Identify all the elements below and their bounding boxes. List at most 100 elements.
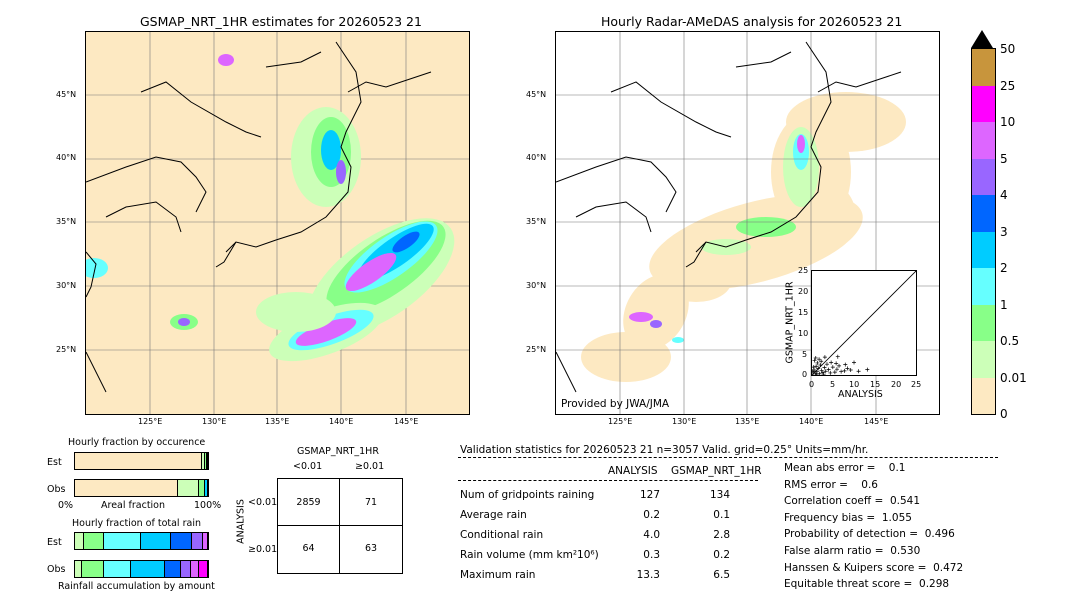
colorbar-label: 25 [1000, 78, 1016, 93]
contingency-table: 2859 71 64 63 [277, 478, 403, 574]
bar-segment [170, 533, 192, 549]
scatter-point [812, 365, 816, 370]
validation-row-gsmap: 2.8 [713, 529, 730, 541]
validation-score: Hanssen & Kuipers score = 0.472 [784, 561, 964, 574]
left-lat-35: 35°N [56, 217, 77, 226]
colorbar-label: 0.5 [1000, 334, 1020, 348]
scatter-xtick-25: 25 [911, 380, 922, 389]
validation-row-gsmap: 0.2 [713, 549, 730, 561]
contingency-row-lt: <0.01 [248, 497, 278, 508]
bar-segment [75, 453, 202, 469]
scatter-point [823, 369, 828, 374]
scatter-point [816, 366, 821, 371]
scatter-point [815, 360, 820, 365]
left-lon-140: 140°E [329, 417, 354, 426]
bar-segment [84, 533, 105, 549]
validation-row-gsmap: 134 [709, 489, 730, 501]
colorbar-labels: 50 25 10 5 4 3 2 1 0.5 0.01 0 [1000, 42, 1050, 422]
inset-scatter [811, 270, 917, 376]
right-lon-125: 125°E [608, 417, 633, 426]
validation-score: Equitable threat score = 0.298 [784, 578, 950, 591]
colorbar-label: 4 [1000, 188, 1008, 202]
left-lat-45: 45°N [56, 90, 77, 99]
occurrence-est-bar [74, 452, 209, 470]
scatter-point [829, 360, 834, 365]
scatter-point [828, 370, 833, 375]
bar-segment [165, 561, 182, 577]
scatter-point [821, 372, 826, 375]
scatter-point [835, 354, 840, 359]
validation-col-divider [458, 480, 758, 481]
scatter-point [813, 355, 818, 360]
occurrence-est-label: Est [47, 457, 62, 468]
scatter-point [817, 371, 822, 375]
bar-segment [130, 561, 166, 577]
scatter-point [814, 364, 819, 369]
validation-row-analysis: 4.0 [643, 529, 660, 541]
bar-segment [205, 453, 207, 469]
cell-d: 63 [364, 543, 378, 554]
right-map-title: Hourly Radar-AMeDAS analysis for 2026052… [601, 14, 903, 29]
bar-segment [201, 453, 206, 469]
validation-score: Frequency bias = 1.055 [784, 511, 912, 524]
right-lon-135: 135°E [735, 417, 760, 426]
bar-segment [204, 480, 208, 496]
left-lon-135: 135°E [265, 417, 290, 426]
occurrence-axis-left: 0% [58, 500, 74, 511]
contingency-col-lt: <0.01 [293, 461, 323, 472]
scatter-point [812, 369, 815, 374]
bar-segment [178, 480, 200, 496]
colorbar [971, 48, 996, 415]
validation-row-label: Conditional rain [460, 529, 544, 541]
scatter-point [856, 369, 861, 374]
bar-segment [198, 561, 208, 577]
bar-segment [191, 533, 203, 549]
right-lon-140: 140°E [799, 417, 824, 426]
bar-segment [75, 533, 85, 549]
total-obs-bar [74, 560, 209, 578]
contingency-col-ge: ≥0.01 [355, 461, 385, 472]
bar-segment [75, 561, 82, 577]
left-lat-25: 25°N [56, 345, 77, 354]
left-lat-40: 40°N [56, 153, 77, 162]
scatter-point [817, 357, 822, 362]
right-lat-40: 40°N [526, 153, 547, 162]
scatter-point [814, 372, 819, 375]
right-map-canvas [556, 32, 939, 414]
left-map-rain [86, 54, 455, 362]
colorbar-segment [972, 377, 995, 414]
scatter-point [832, 370, 837, 375]
left-map-canvas [86, 32, 469, 414]
left-lat-30: 30°N [56, 281, 77, 290]
bar-segment [81, 561, 105, 577]
colorbar-label: 10 [1000, 115, 1016, 129]
scatter-point [865, 367, 870, 372]
occurrence-obs-label: Obs [47, 484, 66, 495]
total-est-label: Est [47, 537, 62, 548]
colorbar-segment [972, 341, 995, 378]
scatter-xlabel: ANALYSIS [838, 389, 883, 400]
bar-segment [202, 533, 208, 549]
left-map-coast [86, 41, 432, 393]
validation-row-analysis: 127 [639, 489, 660, 501]
scatter-point [834, 367, 839, 372]
cell-c: 64 [302, 543, 315, 554]
occurrence-obs-bar [74, 479, 209, 497]
scatter-point [812, 358, 817, 363]
right-lon-145: 145°E [864, 417, 889, 426]
occurrence-axis-right: 100% [194, 500, 222, 511]
cell-b: 71 [364, 497, 378, 508]
bar-segment [141, 533, 171, 549]
colorbar-segment [972, 85, 995, 122]
scatter-ytick-15: 15 [798, 308, 809, 317]
bar-segment [104, 561, 131, 577]
validation-score: Correlation coeff = 0.541 [784, 495, 920, 508]
scatter-point [818, 363, 823, 368]
validation-row-label: Average rain [460, 509, 527, 521]
occurrence-axis-mid: Areal fraction [101, 500, 166, 511]
scatter-point [814, 369, 819, 374]
colorbar-segment [972, 231, 995, 268]
scatter-diagonal [812, 271, 916, 375]
left-lon-145: 145°E [394, 417, 419, 426]
colorbar-segment [972, 122, 995, 159]
